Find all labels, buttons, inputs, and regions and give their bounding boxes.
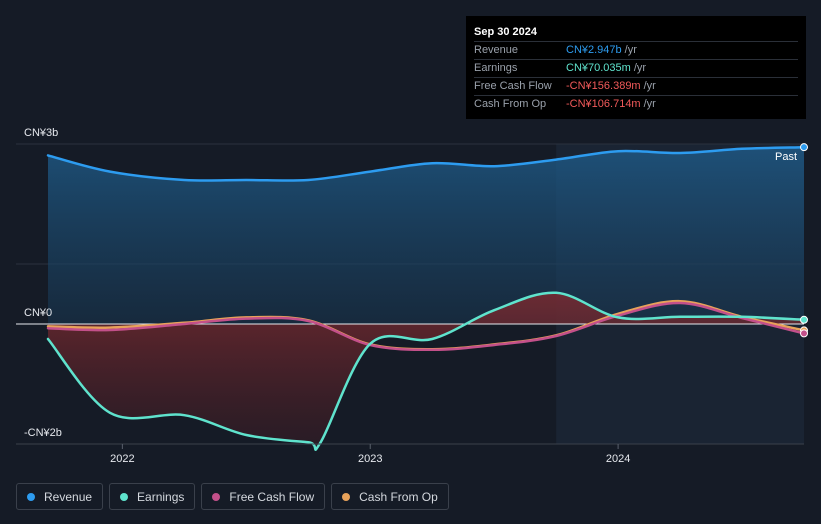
x-axis: 2022 2023 2024 bbox=[16, 443, 804, 465]
legend-item-revenue[interactable]: Revenue bbox=[16, 483, 104, 510]
tooltip-value: CN¥70.035m bbox=[566, 62, 631, 74]
tooltip-row-cash-from-op: Cash From Op -CN¥106.714m /yr bbox=[474, 95, 798, 113]
y-tick-label: -CN¥2b bbox=[24, 427, 62, 439]
revenue-end-point bbox=[800, 143, 808, 152]
tooltip-value: -CN¥156.389m bbox=[566, 80, 641, 92]
legend-dot-icon bbox=[27, 492, 35, 501]
past-label: Past bbox=[775, 151, 797, 163]
tooltip-value: CN¥2.947b bbox=[566, 44, 622, 56]
legend-item-cash-from-op[interactable]: Cash From Op bbox=[331, 483, 449, 510]
tooltip-label: Free Cash Flow bbox=[474, 80, 552, 92]
tooltip-unit: /yr bbox=[633, 62, 647, 74]
tooltip-value: -CN¥106.714m bbox=[566, 98, 641, 110]
free-cash-flow-end-point bbox=[800, 329, 808, 338]
negative-area bbox=[48, 292, 804, 450]
earnings-line bbox=[46, 291, 806, 451]
y-axis: CN¥3b CN¥0 -CN¥2b bbox=[24, 127, 62, 439]
x-tick-label: 2023 bbox=[358, 453, 382, 465]
legend-dot-icon bbox=[120, 492, 129, 501]
tooltip-label: Cash From Op bbox=[474, 98, 547, 110]
legend-dot-icon bbox=[212, 492, 221, 501]
tooltip: Sep 30 2024 Revenue CN¥2.947b /yr Earnin… bbox=[466, 16, 806, 119]
y-tick-label: CN¥0 bbox=[24, 307, 52, 319]
legend-item-free-cash-flow[interactable]: Free Cash Flow bbox=[201, 483, 326, 510]
earnings-end-point bbox=[800, 315, 808, 324]
tooltip-unit: /yr bbox=[643, 98, 656, 110]
tooltip-label: Revenue bbox=[474, 44, 519, 56]
tooltip-row-earnings: Earnings CN¥70.035m /yr bbox=[474, 59, 798, 77]
legend: Revenue Earnings Free Cash Flow Cash Fro… bbox=[16, 483, 449, 510]
legend-label: Free Cash Flow bbox=[229, 489, 315, 504]
tooltip-row-revenue: Revenue CN¥2.947b /yr bbox=[474, 41, 798, 59]
x-tick-label: 2022 bbox=[110, 453, 134, 465]
legend-dot-icon bbox=[342, 492, 351, 501]
legend-label: Earnings bbox=[137, 489, 185, 504]
tooltip-row-free-cash-flow: Free Cash Flow -CN¥156.389m /yr bbox=[474, 77, 798, 95]
tooltip-label: Earnings bbox=[474, 62, 518, 74]
tooltip-date: Sep 30 2024 bbox=[474, 26, 537, 38]
legend-item-earnings[interactable]: Earnings bbox=[109, 483, 196, 510]
x-tick-label: 2024 bbox=[606, 453, 630, 465]
revenue-area bbox=[48, 147, 804, 324]
y-tick-label: CN¥3b bbox=[24, 127, 58, 139]
legend-label: Revenue bbox=[44, 489, 93, 504]
tooltip-unit: /yr bbox=[643, 80, 656, 92]
tooltip-unit: /yr bbox=[624, 44, 637, 56]
revenue-line bbox=[46, 145, 806, 182]
series-lines bbox=[46, 143, 808, 451]
free-cash-flow-line bbox=[46, 301, 806, 352]
legend-label: Cash From Op bbox=[359, 489, 438, 504]
